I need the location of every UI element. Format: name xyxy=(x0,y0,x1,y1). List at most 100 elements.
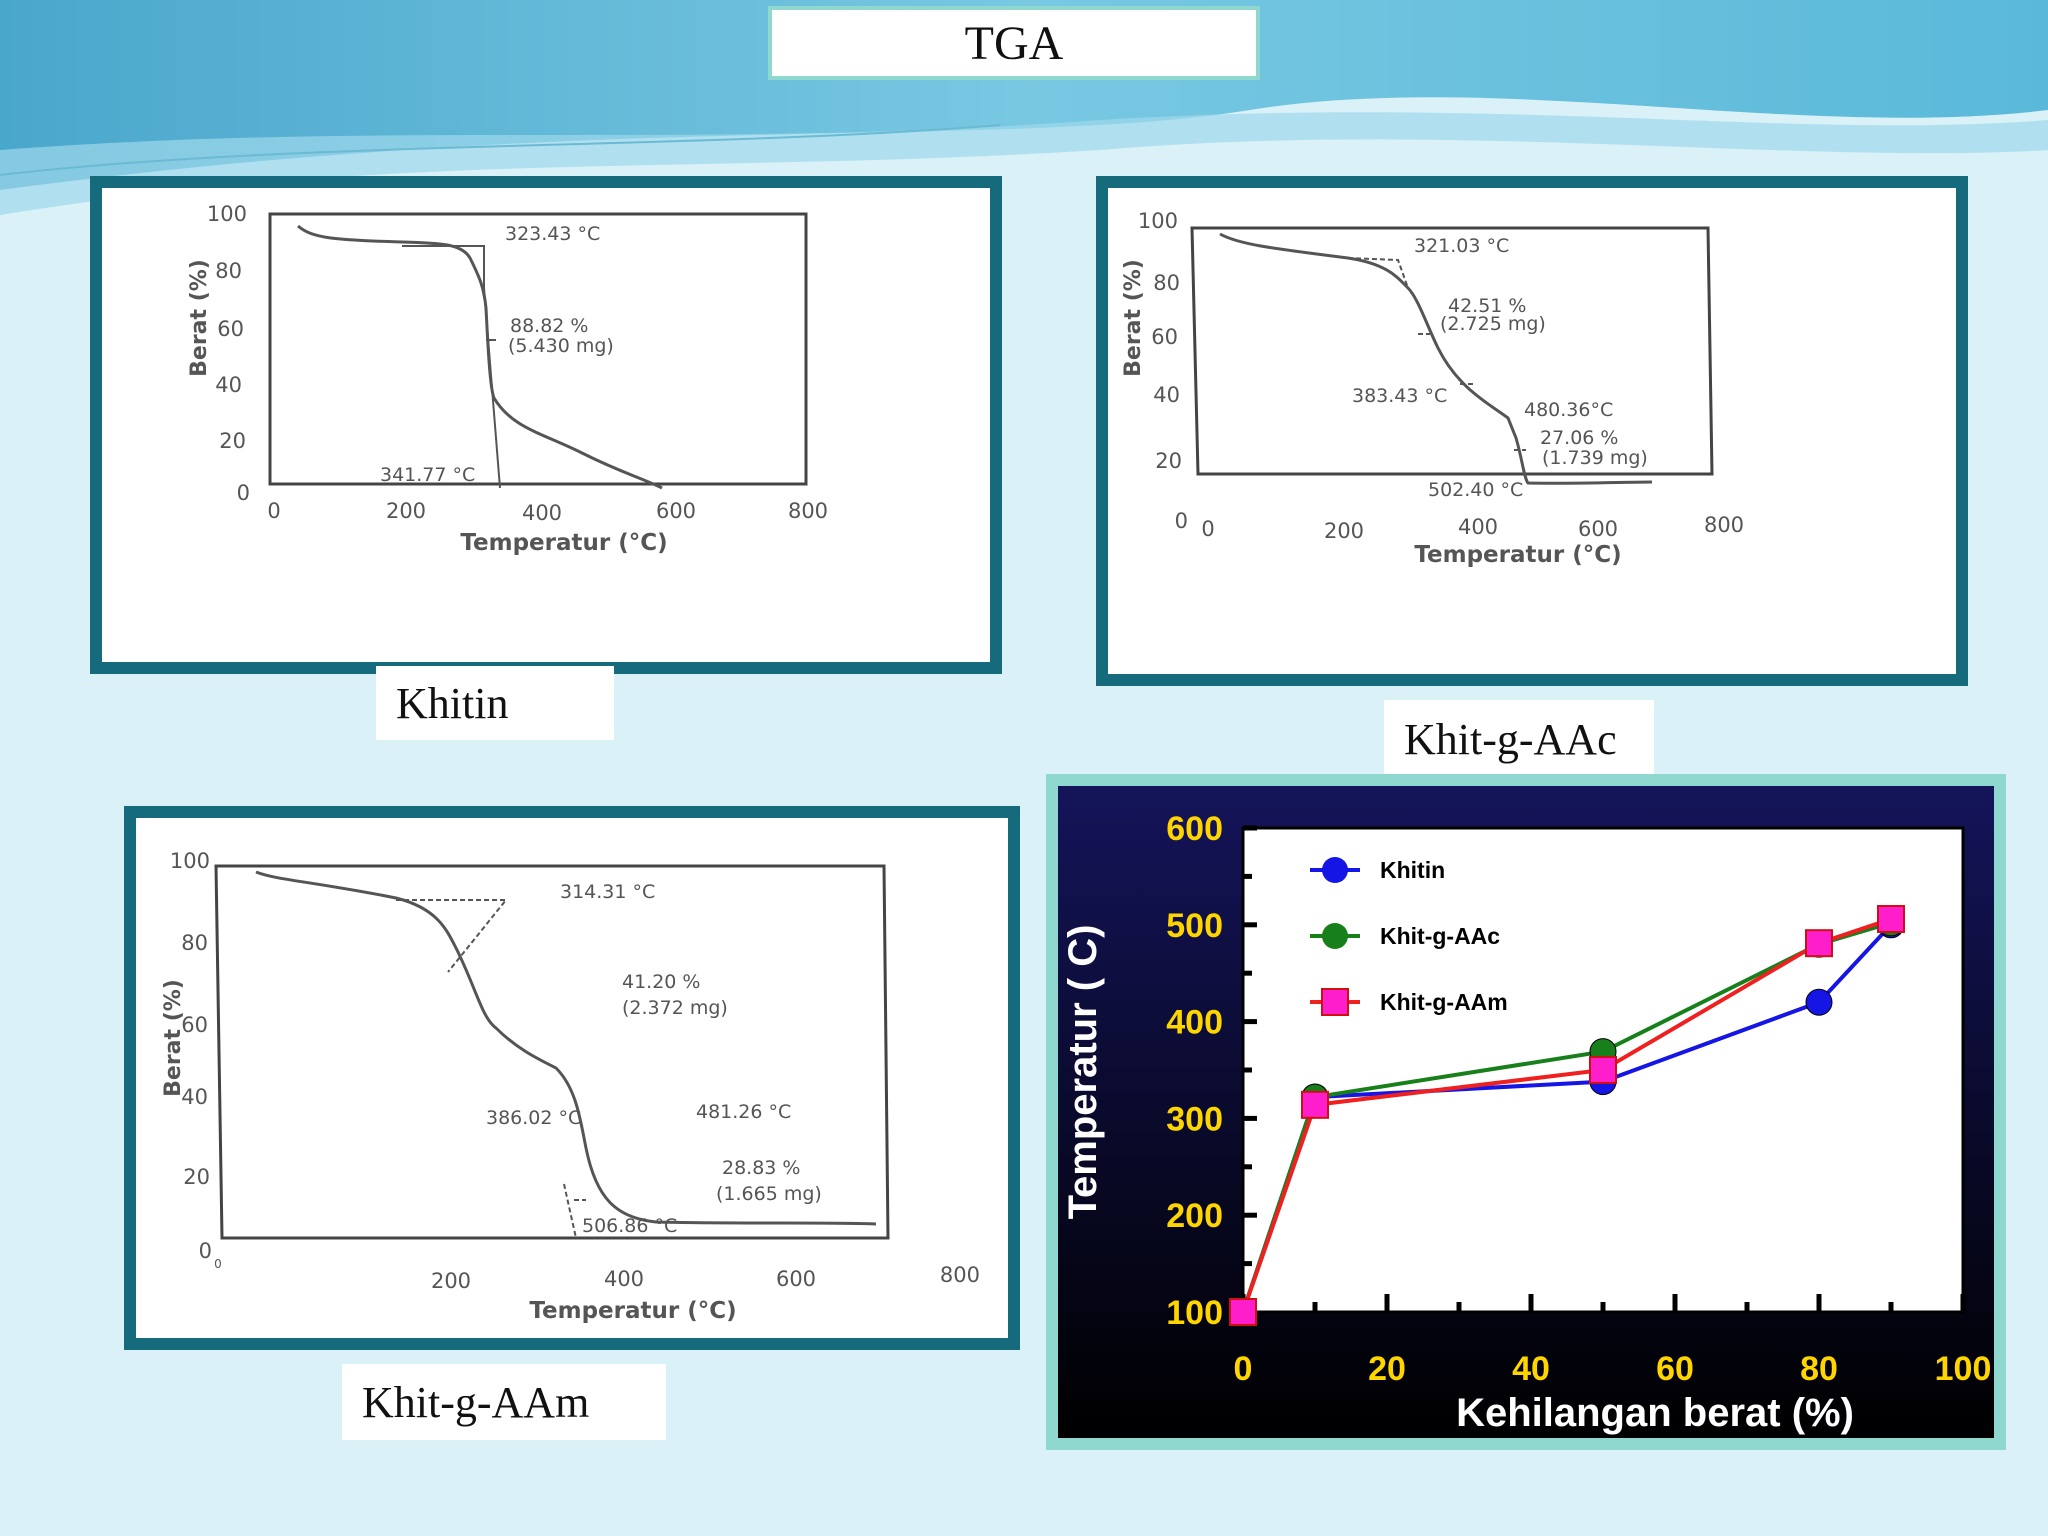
y-ticks: 100 80 60 40 20 0 xyxy=(207,202,250,505)
y-axis-label: Berat (%) xyxy=(161,979,186,1097)
tga-panel-khit-g-aam: 100 80 60 40 20 0 0 200 400 600 800 Bera… xyxy=(124,806,1020,1350)
y-tick: 60 xyxy=(217,317,244,341)
tga-curve xyxy=(1219,232,1653,485)
legend-marker xyxy=(1321,988,1349,1016)
y-tick: 0 xyxy=(237,481,250,505)
tga-chart-khitin: 100 80 60 40 20 0 0 200 400 600 800 Bera… xyxy=(187,202,828,556)
annotation-onset: 321.03 °C xyxy=(1414,235,1509,257)
data-point xyxy=(1805,988,1833,1016)
annotation-loss-percent: 88.82 % xyxy=(510,315,589,337)
annotation-mid: 386.02 °C xyxy=(486,1107,581,1129)
annotation-mid: 383.43 °C xyxy=(1352,385,1447,407)
x-tick: 800 xyxy=(788,499,828,523)
annotation-loss-mass: (2.372 mg) xyxy=(622,997,728,1019)
x-axis-label: Temperatur (°C) xyxy=(460,530,667,556)
legend-marker xyxy=(1322,923,1348,949)
y-tick: 100 xyxy=(207,202,247,226)
x-tick: 0 xyxy=(214,1257,222,1271)
x-tick: 400 xyxy=(522,501,562,525)
x-tick: 0 xyxy=(267,499,280,523)
annotation-second-loss-percent: 27.06 % xyxy=(1540,427,1619,449)
y-tick: 60 xyxy=(1151,325,1178,349)
y-axis-label: Berat (%) xyxy=(1121,259,1146,377)
caption-khitin: Khitin xyxy=(376,666,614,740)
caption-khit-g-aac: Khit-g-AAc xyxy=(1384,700,1654,778)
x-tick-label: 60 xyxy=(1656,1350,1694,1388)
y-tick: 100 xyxy=(170,849,210,873)
legend-label: Khitin xyxy=(1380,857,1445,883)
tga-panel-khitin: 100 80 60 40 20 0 0 200 400 600 800 Bera… xyxy=(90,176,1002,674)
x-tick-label: 0 xyxy=(1234,1350,1253,1388)
y-tick: 0 xyxy=(199,1239,212,1263)
annotation-endset: 341.77 °C xyxy=(380,464,475,486)
legend-label: Khit-g-AAm xyxy=(1380,989,1508,1015)
x-tick: 200 xyxy=(1324,519,1364,543)
legend-marker xyxy=(1322,857,1348,883)
x-tick-label: 80 xyxy=(1800,1350,1838,1388)
annotation-loss-mass: (5.430 mg) xyxy=(508,335,614,357)
annotation-loss-mass: (2.725 mg) xyxy=(1440,313,1546,335)
annotation-loss-percent: 41.20 % xyxy=(622,971,701,993)
y-tick: 80 xyxy=(1153,271,1180,295)
tga-curve xyxy=(297,224,663,490)
x-tick: 600 xyxy=(776,1267,816,1291)
annotation-onset: 314.31 °C xyxy=(560,881,655,903)
y-tick-label: 500 xyxy=(1166,907,1223,945)
tangent-lines xyxy=(402,245,501,489)
y-tick: 80 xyxy=(215,259,242,283)
y-tick: 0 xyxy=(1175,509,1188,533)
data-point xyxy=(1877,904,1905,933)
x-tick: 200 xyxy=(431,1269,471,1293)
annotation-endset: 502.40 °C xyxy=(1428,479,1523,501)
y-tick: 20 xyxy=(1155,449,1182,473)
y-tick: 80 xyxy=(181,931,208,955)
annotation-onset: 323.43 °C xyxy=(505,223,600,245)
x-tick-label: 100 xyxy=(1935,1350,1992,1388)
y-tick-label: 100 xyxy=(1166,1294,1223,1332)
data-point xyxy=(1805,929,1833,958)
y-tick: 40 xyxy=(1153,383,1180,407)
x-tick: 800 xyxy=(940,1263,980,1287)
x-tick-label: 40 xyxy=(1512,1350,1550,1388)
legend-label: Khit-g-AAc xyxy=(1380,923,1500,949)
y-tick: 20 xyxy=(183,1165,210,1189)
tga-panel-khit-g-aac: 100 80 60 40 20 0 0 200 400 600 800 Bera… xyxy=(1096,176,1968,686)
y-tick: 40 xyxy=(215,373,242,397)
x-tick: 0 xyxy=(1201,517,1214,541)
annotation-second-onset: 481.26 °C xyxy=(696,1101,791,1123)
annotation-second-loss-mass: (1.665 mg) xyxy=(716,1183,822,1205)
tga-chart-khit-g-aac: 100 80 60 40 20 0 0 200 400 600 800 Bera… xyxy=(1121,209,1744,568)
x-tick: 600 xyxy=(656,499,696,523)
tga-curve xyxy=(255,870,877,1226)
x-tick: 800 xyxy=(1704,513,1744,537)
y-tick-label: 300 xyxy=(1166,1100,1223,1138)
y-tick-label: 600 xyxy=(1166,810,1223,848)
y-axis-label: Berat (%) xyxy=(187,259,212,377)
x-tick: 400 xyxy=(604,1267,644,1291)
annotation-endset: 506.86 °C xyxy=(582,1215,677,1237)
y-tick: 40 xyxy=(181,1085,208,1109)
x-tick: 400 xyxy=(1458,515,1498,539)
data-point xyxy=(1229,1298,1257,1326)
y-axis-label: Temperatur ( C) xyxy=(1061,925,1105,1220)
x-tick: 600 xyxy=(1578,517,1618,541)
caption-khit-g-aam: Khit-g-AAm xyxy=(342,1364,666,1440)
x-axis-label: Kehilangan berat (%) xyxy=(1456,1391,1854,1435)
annotation-second-loss-percent: 28.83 % xyxy=(722,1157,801,1179)
annotation-second-onset: 480.36°C xyxy=(1524,399,1613,421)
y-tick-label: 400 xyxy=(1166,1004,1223,1042)
x-tick: 200 xyxy=(386,499,426,523)
data-point xyxy=(1301,1090,1329,1119)
x-ticks: 0 200 400 600 800 xyxy=(267,499,828,525)
slide-title: TGA xyxy=(768,6,1260,80)
summary-chart-svg: 100 200 300 400 500 600 0 20 40 60 80 100 Temperat… xyxy=(1058,786,1994,1438)
temperature-vs-weightloss-chart: 100 200 300 400 500 600 0 20 40 60 80 100 Temperat… xyxy=(1046,774,2006,1450)
tga-chart-khit-g-aam: 100 80 60 40 20 0 0 200 400 600 800 Bera… xyxy=(161,849,980,1324)
y-tick: 100 xyxy=(1138,209,1178,233)
x-axis-label: Temperatur (°C) xyxy=(529,1298,736,1324)
x-tick-label: 20 xyxy=(1368,1350,1406,1388)
annotation-loss-percent: 42.51 % xyxy=(1448,295,1527,317)
y-tick: 20 xyxy=(219,429,246,453)
data-point xyxy=(1589,1056,1617,1084)
